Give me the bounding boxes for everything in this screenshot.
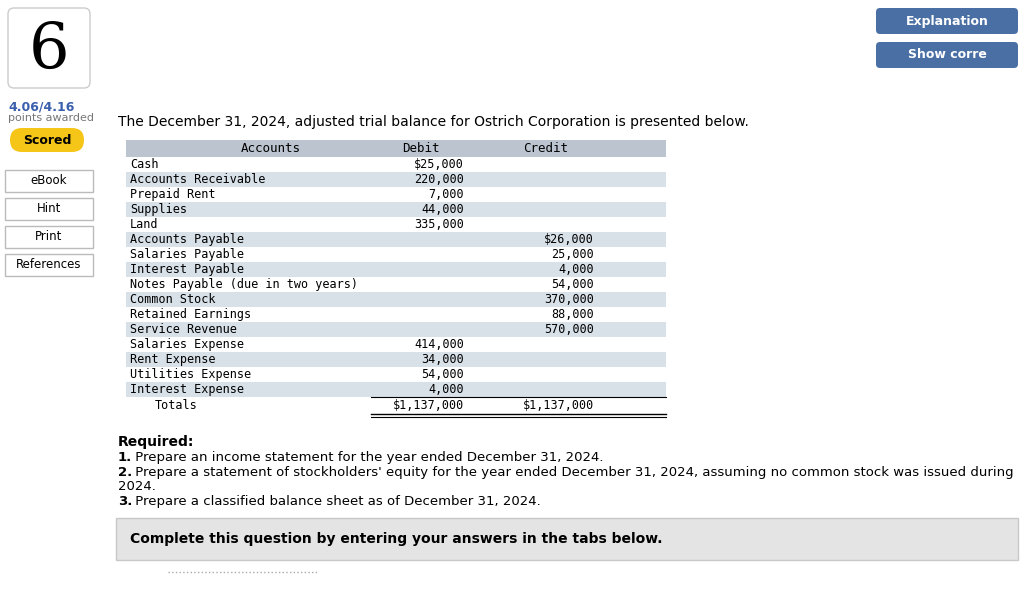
Text: Hint: Hint (37, 202, 61, 216)
Bar (126, 157, 666, 172)
Text: 44,000: 44,000 (421, 203, 464, 216)
Text: Scored: Scored (23, 133, 72, 147)
Text: $25,000: $25,000 (414, 158, 464, 171)
Bar (126, 247, 666, 262)
Text: 2024.: 2024. (118, 480, 156, 493)
Text: 570,000: 570,000 (544, 323, 594, 336)
Bar (126, 397, 666, 414)
Text: 25,000: 25,000 (551, 248, 594, 261)
Text: Utilities Expense: Utilities Expense (130, 368, 251, 381)
Text: Interest Expense: Interest Expense (130, 383, 244, 396)
Text: Prepaid Rent: Prepaid Rent (130, 188, 215, 201)
Text: 4.06/4.16: 4.06/4.16 (8, 100, 75, 113)
Bar (126, 322, 666, 337)
Bar (5, 198, 93, 220)
Text: Salaries Payable: Salaries Payable (130, 248, 244, 261)
Text: 34,000: 34,000 (421, 353, 464, 366)
Text: 220,000: 220,000 (414, 173, 464, 186)
Text: Accounts: Accounts (241, 142, 301, 155)
Bar (126, 172, 666, 187)
Text: Accounts Receivable: Accounts Receivable (130, 173, 265, 186)
Text: $26,000: $26,000 (544, 233, 594, 246)
Text: Supplies: Supplies (130, 203, 187, 216)
Text: Debit: Debit (402, 142, 439, 155)
Bar (126, 277, 666, 292)
Text: 335,000: 335,000 (414, 218, 464, 231)
Bar (126, 292, 666, 307)
Text: Print: Print (35, 231, 62, 243)
Bar (126, 367, 666, 382)
Text: Required:: Required: (118, 435, 195, 449)
Bar (116, 518, 1018, 560)
Bar (126, 382, 666, 397)
Text: Show corre: Show corre (907, 48, 986, 62)
Bar (5, 226, 93, 248)
Bar (126, 352, 666, 367)
FancyBboxPatch shape (876, 8, 1018, 34)
Text: points awarded: points awarded (8, 113, 94, 123)
Text: The December 31, 2024, adjusted trial balance for Ostrich Corporation is present: The December 31, 2024, adjusted trial ba… (118, 115, 749, 129)
Text: Credit: Credit (523, 142, 568, 155)
Bar (126, 140, 666, 157)
Bar (5, 170, 93, 192)
Text: 54,000: 54,000 (421, 368, 464, 381)
Text: Retained Earnings: Retained Earnings (130, 308, 251, 321)
Bar (126, 187, 666, 202)
Bar (126, 232, 666, 247)
Text: Totals: Totals (155, 399, 198, 412)
Bar (126, 337, 666, 352)
Text: 370,000: 370,000 (544, 293, 594, 306)
Text: Notes Payable (due in two years): Notes Payable (due in two years) (130, 278, 358, 291)
Text: Prepare a classified balance sheet as of December 31, 2024.: Prepare a classified balance sheet as of… (131, 495, 541, 508)
Text: References: References (16, 259, 82, 272)
FancyBboxPatch shape (876, 42, 1018, 68)
Text: 3.: 3. (118, 495, 132, 508)
Text: 414,000: 414,000 (414, 338, 464, 351)
Bar (126, 262, 666, 277)
Bar (5, 254, 93, 276)
Text: Complete this question by entering your answers in the tabs below.: Complete this question by entering your … (130, 532, 663, 546)
Bar (126, 217, 666, 232)
Text: 54,000: 54,000 (551, 278, 594, 291)
Text: 6: 6 (29, 21, 70, 82)
Text: Service Revenue: Service Revenue (130, 323, 237, 336)
Text: Land: Land (130, 218, 159, 231)
Text: 2.: 2. (118, 466, 132, 479)
Text: Common Stock: Common Stock (130, 293, 215, 306)
Text: 4,000: 4,000 (428, 383, 464, 396)
Text: 7,000: 7,000 (428, 188, 464, 201)
Text: eBook: eBook (31, 175, 68, 187)
Bar (126, 202, 666, 217)
Bar (126, 307, 666, 322)
Text: Accounts Payable: Accounts Payable (130, 233, 244, 246)
Text: 1.: 1. (118, 451, 132, 464)
Text: Interest Payable: Interest Payable (130, 263, 244, 276)
Text: Salaries Expense: Salaries Expense (130, 338, 244, 351)
Text: Cash: Cash (130, 158, 159, 171)
Text: $1,137,000: $1,137,000 (522, 399, 594, 412)
FancyBboxPatch shape (10, 128, 84, 152)
FancyBboxPatch shape (8, 8, 90, 88)
Text: Prepare an income statement for the year ended December 31, 2024.: Prepare an income statement for the year… (131, 451, 603, 464)
Text: Prepare a statement of stockholders' equity for the year ended December 31, 2024: Prepare a statement of stockholders' equ… (131, 466, 1014, 479)
Text: $1,137,000: $1,137,000 (393, 399, 464, 412)
Text: 88,000: 88,000 (551, 308, 594, 321)
Text: Explanation: Explanation (905, 14, 988, 28)
Text: Rent Expense: Rent Expense (130, 353, 215, 366)
Text: 4,000: 4,000 (558, 263, 594, 276)
